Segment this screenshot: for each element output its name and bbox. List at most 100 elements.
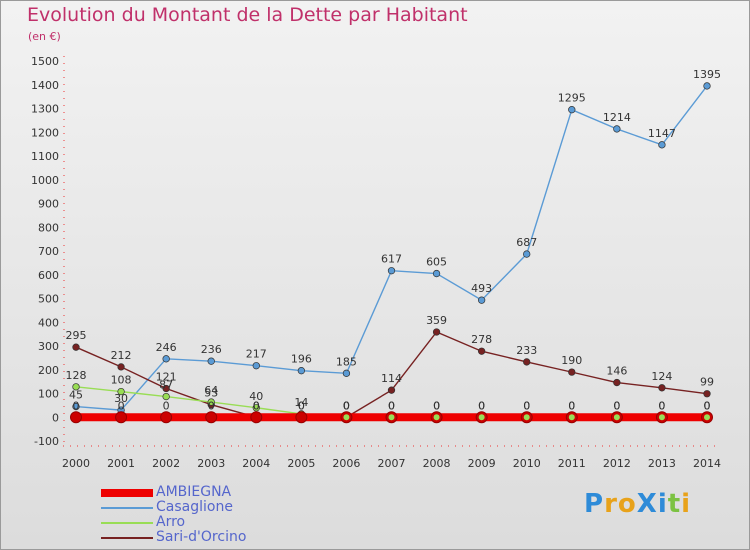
y-tick-label: 1100 <box>31 150 59 163</box>
data-label: 617 <box>381 253 402 266</box>
data-point <box>343 414 350 421</box>
data-point <box>205 411 218 424</box>
data-point <box>115 411 128 424</box>
data-point <box>613 378 621 387</box>
x-tick-label: 2012 <box>603 457 631 470</box>
data-label: 121 <box>156 371 177 384</box>
data-label: 0 <box>433 399 440 412</box>
legend-swatch <box>101 489 153 497</box>
data-label: 246 <box>156 341 177 354</box>
data-label: 0 <box>613 399 620 412</box>
data-label: 30 <box>114 392 128 405</box>
y-tick-label: 200 <box>38 364 59 377</box>
data-label: 128 <box>66 369 87 382</box>
data-label: 1214 <box>603 111 631 124</box>
data-label: 0 <box>478 399 485 412</box>
y-tick-label: 100 <box>38 388 59 401</box>
y-tick-label: 0 <box>52 411 59 424</box>
data-point <box>388 414 395 421</box>
data-label: 0 <box>388 399 395 412</box>
data-label: 0 <box>298 399 305 412</box>
data-label: 687 <box>516 236 537 249</box>
data-label: 0 <box>568 399 575 412</box>
data-label: 295 <box>66 329 87 342</box>
data-label: 45 <box>69 389 83 402</box>
data-point <box>704 414 710 421</box>
data-label: 108 <box>111 374 132 387</box>
legend-swatch <box>101 537 153 539</box>
data-label: 0 <box>568 399 575 412</box>
data-label: 53 <box>204 387 218 400</box>
y-tick-label: 1500 <box>31 55 59 68</box>
data-point <box>72 402 80 411</box>
y-tick-label: 1200 <box>31 126 59 139</box>
x-tick-label: 2002 <box>152 457 180 470</box>
data-label: 0 <box>253 399 260 412</box>
data-point <box>387 267 396 275</box>
data-point <box>523 414 530 421</box>
data-point <box>162 355 170 363</box>
data-point <box>250 411 263 424</box>
y-tick-label: 1000 <box>31 174 59 187</box>
legend-label: Sari-d'Orcino <box>156 529 247 545</box>
data-point <box>72 383 80 391</box>
data-label: 0 <box>343 399 350 412</box>
data-label: 0 <box>523 399 530 412</box>
data-label: 0 <box>704 399 711 412</box>
x-tick-label: 2003 <box>197 457 225 470</box>
data-point <box>70 411 82 424</box>
x-tick-label: 2010 <box>513 457 541 470</box>
data-point <box>613 125 621 133</box>
data-point <box>613 414 620 421</box>
data-label: 99 <box>700 376 714 389</box>
data-label: 0 <box>208 399 215 412</box>
data-label: 14 <box>294 396 308 409</box>
y-tick-label: 900 <box>38 198 59 211</box>
data-label: 40 <box>249 390 263 403</box>
data-label: 87 <box>159 379 173 392</box>
data-point <box>162 392 170 401</box>
data-point <box>207 398 215 406</box>
data-point <box>162 384 170 393</box>
data-label: 1395 <box>693 68 721 81</box>
data-point <box>297 367 306 375</box>
legend-label: Arro <box>156 514 186 530</box>
y-tick-label: 400 <box>38 316 59 329</box>
data-label: 217 <box>246 348 267 361</box>
logo-letter: i <box>657 489 668 519</box>
x-tick-label: 2004 <box>242 457 270 470</box>
data-label: 146 <box>606 365 627 378</box>
y-tick-label: 300 <box>38 340 59 353</box>
logo-letter: P <box>584 489 605 519</box>
data-point <box>477 296 486 304</box>
data-point <box>432 328 441 336</box>
data-point <box>295 411 308 424</box>
data-label: 0 <box>704 399 711 412</box>
data-label: 0 <box>433 399 440 412</box>
x-tick-label: 2013 <box>648 457 676 470</box>
series-line <box>75 85 708 411</box>
data-label: 212 <box>111 349 132 362</box>
data-label: 0 <box>658 399 665 412</box>
data-label: 185 <box>336 355 357 368</box>
data-label: 114 <box>381 372 402 385</box>
data-point <box>658 141 666 149</box>
data-label: 0 <box>478 399 485 412</box>
y-tick-label: 500 <box>38 293 59 306</box>
chart-title: Evolution du Montant de la Dette par Hab… <box>27 4 468 26</box>
data-label: 0 <box>343 399 350 412</box>
data-point <box>703 82 711 90</box>
data-label: 493 <box>471 282 492 295</box>
data-label: 0 <box>613 399 620 412</box>
data-point <box>72 343 80 351</box>
data-point <box>252 362 260 370</box>
x-tick-label: 2005 <box>287 457 315 470</box>
y-tick-label: 700 <box>38 245 59 258</box>
x-tick-label: 2006 <box>332 457 360 470</box>
data-label: 0 <box>658 399 665 412</box>
legend-label: Casaglione <box>156 499 233 515</box>
logo-letter: o <box>617 489 637 519</box>
y-tick-label: -100 <box>34 435 59 448</box>
data-point <box>432 269 441 278</box>
